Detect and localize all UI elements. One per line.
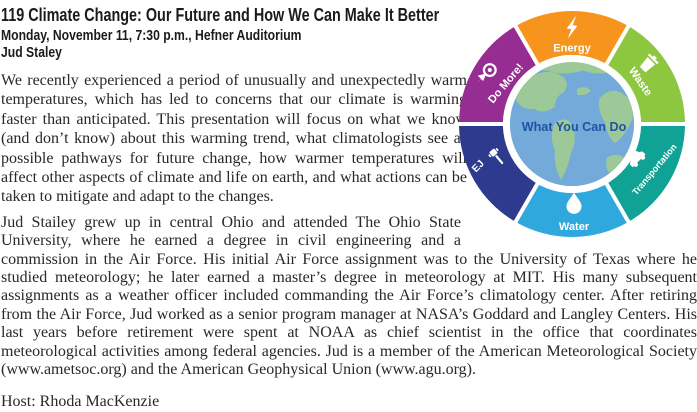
globe-continent — [598, 90, 633, 144]
earth-globe: What You Can Do — [502, 54, 642, 194]
globe-white-ring — [502, 54, 642, 194]
bio-text: Jud Stailey grew up in central Ohio and … — [1, 213, 697, 379]
gavel-icon — [488, 148, 504, 165]
page-title-text: 119 Climate Change: Our Future and How W… — [1, 5, 440, 25]
segment-separator — [603, 22, 632, 69]
water-drop-icon — [566, 192, 582, 214]
event-datetime-location: Monday, November 11, 7:30 p.m., Hefner A… — [1, 28, 697, 45]
wheel-segment-label-energy: Energy — [553, 42, 591, 54]
what-you-can-do-wheel: Energy Waste Transportation Water EJ Do More!… — [458, 10, 686, 238]
segment-separator — [512, 179, 541, 226]
event-datetime-text: Monday, November 11, 7:30 p.m., Hefner A… — [1, 28, 302, 44]
globe-continent — [551, 119, 575, 180]
speaker-name: Jud Staley — [1, 45, 697, 62]
globe-continent — [514, 71, 567, 112]
globe-continent — [606, 154, 627, 174]
wheel-segment-label-water: Water — [559, 221, 590, 233]
lightning-icon — [566, 15, 578, 39]
segment-separator — [603, 179, 632, 226]
speaker-name-text: Jud Staley — [1, 45, 62, 61]
page-title: 119 Climate Change: Our Future and How W… — [1, 4, 697, 26]
wheel-segment-transportation: Transportation — [606, 124, 685, 222]
abstract-paragraph: We recently experienced a period of unus… — [1, 71, 467, 207]
host-line: Host: Rhoda MacKenzie — [1, 392, 160, 410]
globe-continent — [577, 87, 592, 96]
cursor-click-icon — [477, 63, 497, 82]
wheel-segment-water: Water — [515, 183, 629, 237]
wheel-segment-ej: EJ — [459, 124, 538, 222]
trash-icon — [639, 53, 659, 73]
wheel-segment-energy: Energy — [515, 11, 629, 65]
segment-separator — [512, 22, 541, 69]
abstract-text: We recently experienced a period of unus… — [1, 72, 467, 206]
bio-paragraph: Jud Stailey grew up in central Ohio and … — [1, 214, 697, 380]
wheel-center-label: What You Can Do — [522, 120, 627, 134]
